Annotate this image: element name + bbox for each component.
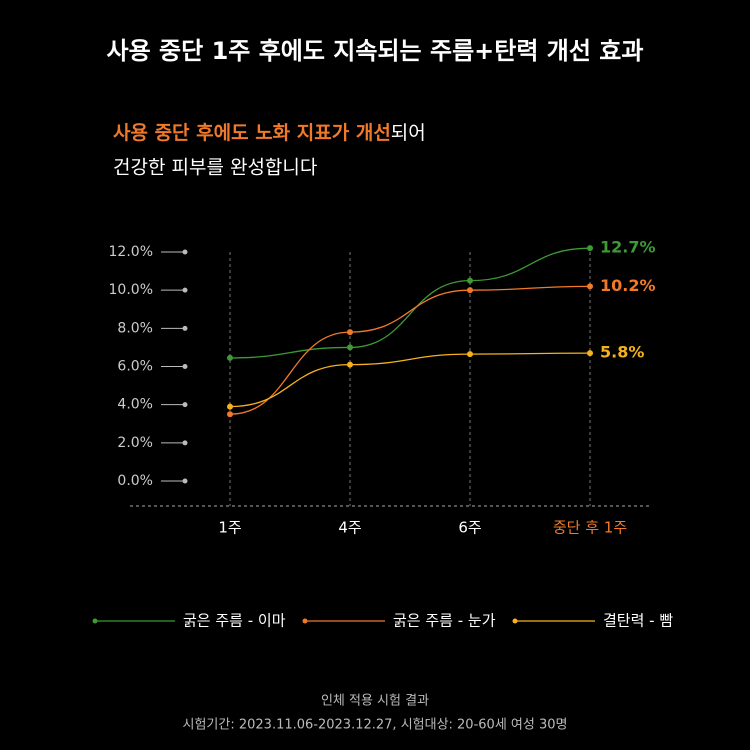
- legend-label: 굵은 주름 - 눈가: [393, 612, 496, 630]
- y-tick-label: 0.0%: [117, 473, 153, 489]
- data-point: [347, 329, 353, 336]
- y-tick-dot: [182, 287, 188, 293]
- subtitle: 사용 중단 후에도 노화 지표가 개선되어: [113, 122, 426, 144]
- x-tick-label: 4주: [338, 519, 361, 537]
- y-tick-dot: [182, 440, 188, 446]
- data-point: [227, 411, 233, 418]
- x-tick-label: 중단 후 1주: [553, 519, 627, 537]
- subtitle-line: 건강한 피부를 완성합니다: [113, 157, 317, 179]
- data-point: [347, 344, 353, 351]
- series-line: [229, 352, 591, 408]
- legend-label: 굵은 주름 - 이마: [183, 612, 286, 630]
- legend-dot: [512, 618, 518, 624]
- end-label: 10.2%: [600, 276, 656, 295]
- data-point: [587, 283, 593, 290]
- data-point: [347, 361, 353, 368]
- data-point: [227, 403, 233, 410]
- data-point: [467, 277, 473, 284]
- series-line: [229, 285, 591, 415]
- y-tick-dot: [182, 325, 188, 331]
- end-label: 12.7%: [600, 238, 656, 257]
- y-tick-dot: [182, 364, 188, 369]
- legend-dot: [92, 618, 98, 624]
- y-tick-label: 4.0%: [117, 397, 153, 413]
- y-tick-label: 8.0%: [117, 320, 153, 336]
- y-tick-label: 12.0%: [109, 244, 153, 260]
- footer-line: 인체 적용 시험 결과: [321, 694, 429, 709]
- y-tick-label: 2.0%: [117, 435, 153, 451]
- subtitle-rest: 되어: [391, 122, 426, 144]
- footer-line: 시험기간: 2023.11.06-2023.12.27, 시험대상: 20-60…: [183, 718, 568, 733]
- y-tick-dot: [182, 249, 188, 255]
- y-tick-label: 10.0%: [109, 282, 153, 298]
- series-line: [229, 247, 591, 359]
- y-tick-dot: [182, 402, 188, 408]
- y-tick-label: 6.0%: [117, 359, 153, 375]
- legend-dot: [302, 618, 308, 624]
- data-point: [467, 287, 473, 294]
- data-point: [467, 351, 473, 358]
- data-point: [587, 350, 593, 357]
- subtitle-highlight: 사용 중단 후에도 노화 지표가 개선: [113, 122, 391, 144]
- y-tick-dot: [182, 478, 188, 484]
- end-label: 5.8%: [600, 343, 644, 362]
- legend-label: 결탄력 - 빰: [603, 612, 673, 630]
- x-tick-label: 1주: [218, 519, 241, 537]
- data-point: [587, 245, 593, 252]
- x-tick-label: 6주: [458, 519, 481, 537]
- page-title: 사용 중단 1주 후에도 지속되는 주름+탄력 개선 효과: [107, 37, 644, 65]
- data-point: [227, 354, 233, 361]
